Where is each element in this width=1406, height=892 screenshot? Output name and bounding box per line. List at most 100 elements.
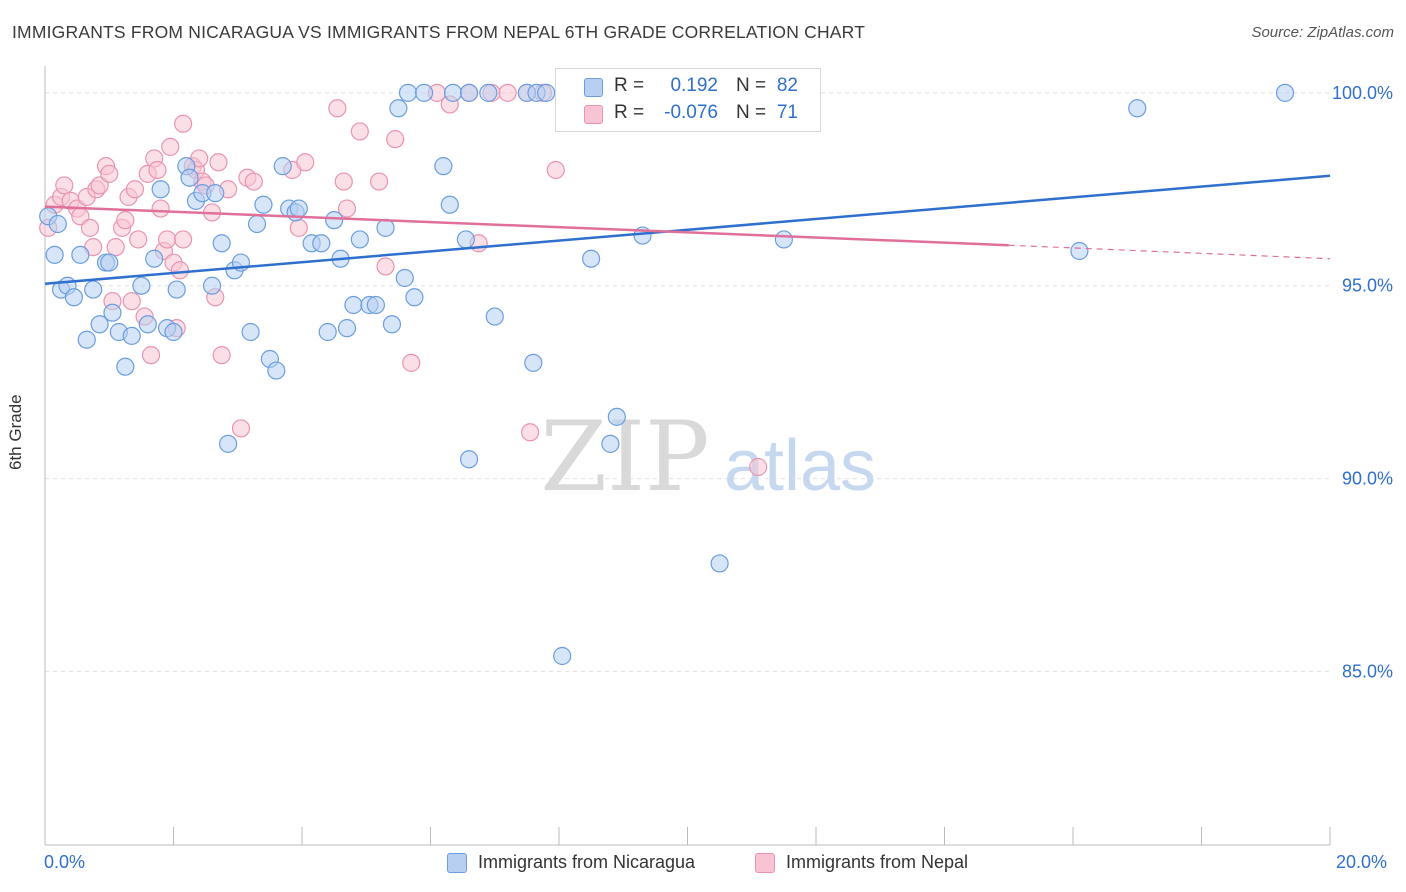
nicaragua-point [312, 234, 331, 253]
r-label: R = [614, 75, 645, 96]
chart-title: IMMIGRANTS FROM NICARAGUA VS IMMIGRANTS … [12, 22, 866, 42]
nicaragua-point [582, 249, 601, 268]
y-tick-label: 85.0% [1342, 661, 1393, 681]
nicaragua-point [1070, 241, 1089, 261]
stats-row-nicaragua: R = 0.192 N = 82 [556, 73, 820, 101]
nicaragua-point [710, 554, 729, 573]
nepal-point [174, 114, 193, 133]
nicaragua-point [459, 450, 479, 469]
nicaragua-point [485, 307, 504, 326]
nepal-point [141, 346, 161, 365]
nicaragua-point [48, 214, 67, 234]
nepal-point [289, 218, 308, 237]
nepal-legend-swatch [755, 852, 775, 873]
nicaragua-point [350, 230, 369, 249]
nicaragua-point [164, 322, 183, 342]
nicaragua-point [553, 646, 572, 666]
nepal-point [151, 199, 170, 218]
nicaragua-point [434, 157, 453, 176]
nepal-point [174, 230, 193, 249]
nepal-point [334, 172, 353, 191]
x-tick-label-min: 0.0% [44, 852, 86, 872]
nepal-point [129, 230, 148, 249]
nepal-point [125, 180, 145, 199]
nepal-point [161, 137, 180, 156]
nicaragua-point [405, 288, 424, 307]
nepal-point [55, 176, 74, 195]
nicaragua-point [100, 253, 119, 272]
r-label: R = [614, 102, 645, 123]
nicaragua-point [1128, 99, 1147, 118]
nicaragua-point [1275, 83, 1295, 102]
nepal-point [122, 292, 141, 311]
nicaragua-point [103, 303, 122, 322]
n-value: 82 [776, 75, 798, 96]
nicaragua-point [289, 199, 308, 218]
nepal-point [350, 122, 369, 141]
legend-label-nicaragua: Immigrants from Nicaragua [478, 852, 696, 872]
nepal-point [148, 160, 167, 180]
nepal-point [106, 238, 125, 257]
nicaragua-point [456, 230, 475, 249]
nicaragua-point [64, 288, 84, 307]
source-credit: Source: ZipAtlas.com [1251, 24, 1394, 41]
nepal-point [376, 257, 395, 276]
nicaragua-point [440, 195, 459, 214]
nicaragua-point [318, 322, 337, 342]
nepal-point [370, 172, 389, 191]
n-label: N = [736, 75, 767, 96]
nepal-point [157, 230, 177, 249]
nicaragua-point [167, 280, 186, 299]
nepal-point [100, 164, 119, 183]
nepal-point [498, 83, 517, 102]
axes [44, 66, 1331, 846]
nicaragua-point [414, 83, 434, 102]
nicaragua-point [151, 180, 170, 199]
nicaragua-point [212, 234, 231, 253]
nepal-point [296, 153, 315, 172]
nicaragua-point [90, 315, 109, 334]
nepal-point [337, 199, 357, 218]
nicaragua-point [132, 276, 151, 295]
nicaragua-point [344, 295, 363, 315]
nicaragua-point [479, 83, 498, 102]
nicaragua-point [267, 361, 286, 380]
nicaragua-point [77, 330, 96, 349]
stats-row-nepal: R = -0.076 N = 71 [556, 100, 820, 128]
nepal-point [749, 457, 768, 477]
nepal-point [116, 211, 135, 230]
nicaragua-point [337, 319, 357, 338]
nicaragua-point [459, 83, 479, 102]
legend-item-nepal[interactable]: Immigrants from Nepal [755, 852, 968, 873]
nepal-point [244, 172, 263, 191]
y-tick-labels: 85.0% 90.0% 95.0% 100.0% [1332, 83, 1393, 682]
y-tick-label: 90.0% [1342, 469, 1393, 489]
nicaragua-point [254, 195, 273, 214]
nicaragua-point [389, 99, 408, 118]
nicaragua-point [145, 249, 164, 268]
nepal-point [520, 423, 540, 442]
nicaragua-point [84, 280, 103, 299]
y-tick-label: 100.0% [1332, 83, 1393, 103]
watermark: ZIP atlas [540, 401, 876, 513]
nicaragua-point [247, 214, 267, 234]
nepal-point [212, 346, 231, 365]
nepal-point [80, 218, 100, 237]
nicaragua-point [219, 434, 238, 453]
nicaragua-point [202, 276, 222, 295]
nicaragua-point [524, 353, 543, 372]
nicaragua-legend-swatch [447, 852, 467, 873]
nicaragua-point [607, 407, 626, 426]
nicaragua-trend-line [44, 174, 1331, 286]
nicaragua-point [138, 315, 157, 334]
nicaragua-point [395, 268, 414, 288]
nepal-point [546, 160, 565, 180]
nicaragua-point [537, 83, 556, 102]
nepal-point [170, 261, 190, 280]
legend-label-nepal: Immigrants from Nepal [786, 852, 969, 872]
r-value: 0.192 [670, 75, 718, 96]
nepal-swatch [584, 105, 603, 124]
legend-item-nicaragua[interactable]: Immigrants from Nicaragua [447, 852, 695, 873]
nicaragua-point [116, 357, 135, 376]
